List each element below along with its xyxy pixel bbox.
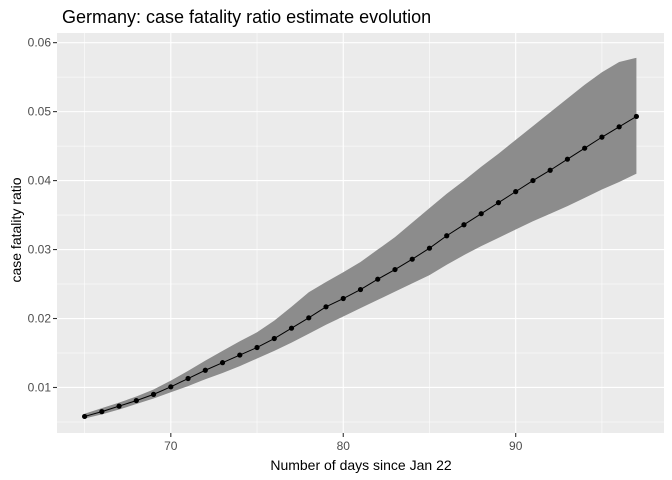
plot-panel <box>57 33 664 433</box>
x-axis-title: Number of days since Jan 22 <box>270 457 452 473</box>
data-point <box>116 403 122 409</box>
x-tick-label: 70 <box>164 439 178 453</box>
data-point <box>478 211 484 217</box>
confidence-ribbon <box>84 57 637 419</box>
data-point <box>357 286 364 293</box>
data-point <box>150 391 157 397</box>
data-point <box>513 189 519 195</box>
data-point <box>185 375 191 382</box>
estimate-points <box>81 113 640 420</box>
data-point <box>99 409 105 415</box>
data-point <box>340 295 346 302</box>
x-tick-label: 80 <box>337 439 351 453</box>
data-point <box>599 134 605 140</box>
data-point <box>582 145 588 151</box>
y-tick-label: 0.03 <box>28 243 52 257</box>
y-tick-label: 0.02 <box>28 312 52 326</box>
y-tick-label: 0.05 <box>28 105 52 119</box>
data-point <box>461 222 467 228</box>
data-point <box>392 266 398 273</box>
data-point <box>616 124 622 130</box>
data-point <box>133 397 139 404</box>
x-tick-label: 90 <box>509 439 523 453</box>
data-point <box>426 245 433 251</box>
data-point <box>409 256 415 262</box>
y-tick-label: 0.01 <box>28 380 52 394</box>
data-point <box>271 335 277 342</box>
data-point <box>237 352 243 358</box>
y-tick-label: 0.04 <box>28 174 52 188</box>
data-point <box>288 325 295 331</box>
data-point <box>168 384 174 390</box>
grid-major <box>57 33 664 433</box>
data-point <box>254 344 260 351</box>
y-tick-label: 0.06 <box>28 36 52 50</box>
data-point <box>323 304 329 310</box>
data-point <box>306 315 312 321</box>
data-point <box>633 113 640 120</box>
y-axis-ticks: 0.01 0.02 0.03 0.04 0.05 0.06 <box>28 36 57 394</box>
x-axis-ticks: 70 80 90 <box>164 433 523 453</box>
data-point <box>564 156 571 162</box>
data-point <box>547 167 553 173</box>
data-point <box>375 276 381 282</box>
data-point <box>81 413 88 420</box>
data-point <box>219 360 226 366</box>
data-point <box>530 177 536 184</box>
data-point <box>444 233 450 239</box>
data-point <box>202 367 208 373</box>
data-point <box>495 200 502 206</box>
chart-title: Germany: case fatality ratio estimate ev… <box>62 7 431 27</box>
y-axis-title: case fatality ratio <box>8 177 24 282</box>
